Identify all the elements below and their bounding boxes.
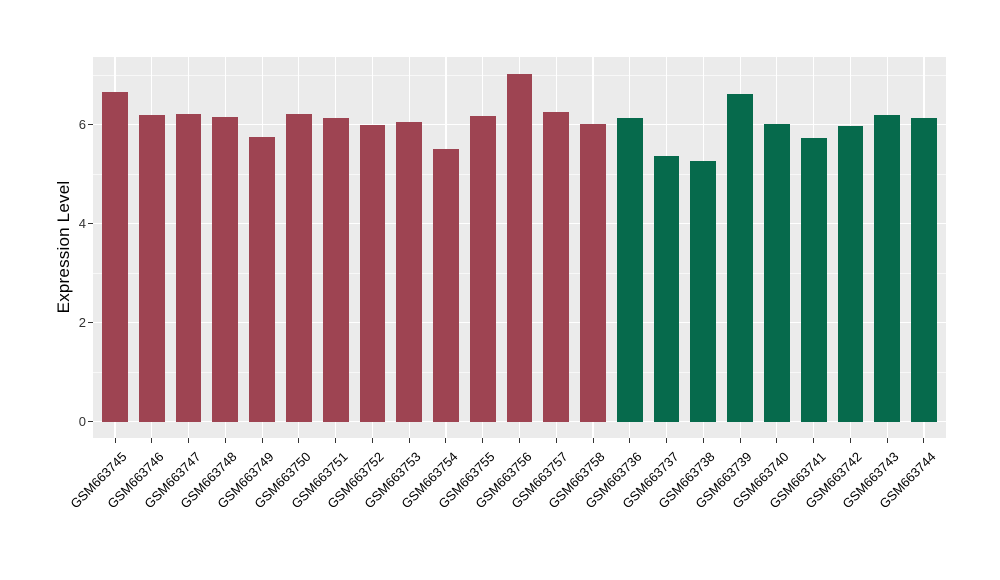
- bar: [469, 116, 496, 422]
- y-tick-mark: [88, 322, 93, 323]
- bar: [506, 73, 533, 422]
- x-tick-mark: [702, 438, 704, 443]
- x-tick-mark: [629, 438, 631, 443]
- x-tick-mark: [519, 438, 520, 443]
- y-tick-mark: [88, 124, 93, 125]
- bar: [764, 123, 790, 422]
- bar: [653, 156, 680, 422]
- bar: [286, 113, 312, 422]
- x-tick-mark: [886, 438, 888, 443]
- bar: [580, 123, 606, 422]
- bar: [249, 137, 275, 422]
- bar: [433, 148, 459, 422]
- bar: [543, 112, 570, 422]
- bar: [212, 117, 239, 422]
- y-tick-label: 4: [78, 215, 86, 231]
- x-tick-mark: [666, 438, 668, 443]
- y-tick-label: 2: [78, 314, 86, 330]
- bar: [616, 118, 643, 422]
- y-axis-title: Expression Level: [54, 180, 73, 314]
- plot-panel: [93, 57, 946, 438]
- x-tick-mark: [849, 438, 851, 443]
- x-tick-mark: [335, 438, 337, 443]
- bar: [175, 114, 202, 422]
- bar: [690, 160, 717, 422]
- x-tick-mark: [371, 438, 373, 443]
- x-tick-mark: [188, 438, 190, 443]
- bar: [138, 114, 165, 422]
- bar: [874, 115, 901, 422]
- x-tick-mark: [445, 438, 447, 443]
- bar: [911, 118, 937, 422]
- x-tick-mark: [224, 438, 226, 443]
- x-tick-mark: [923, 438, 925, 443]
- y-tick-mark: [88, 421, 93, 422]
- y-tick-label: 0: [78, 413, 86, 429]
- bar: [800, 138, 827, 422]
- bar: [396, 122, 423, 422]
- bar: [322, 118, 349, 422]
- bar: [359, 125, 386, 422]
- x-tick-mark: [482, 438, 484, 443]
- x-tick-mark: [114, 438, 116, 443]
- x-tick-mark: [739, 438, 741, 443]
- x-tick-mark: [813, 438, 815, 443]
- x-tick-mark: [151, 438, 153, 443]
- bar: [837, 126, 864, 422]
- bar: [102, 92, 128, 422]
- x-tick-mark: [555, 438, 557, 443]
- x-tick-mark: [776, 438, 778, 443]
- x-tick-mark: [408, 438, 410, 443]
- y-tick-mark: [88, 223, 93, 224]
- x-tick-mark: [261, 438, 263, 443]
- x-tick-mark: [592, 438, 594, 443]
- bar: [727, 94, 753, 422]
- y-tick-label: 6: [78, 116, 86, 132]
- x-tick-mark: [298, 438, 300, 443]
